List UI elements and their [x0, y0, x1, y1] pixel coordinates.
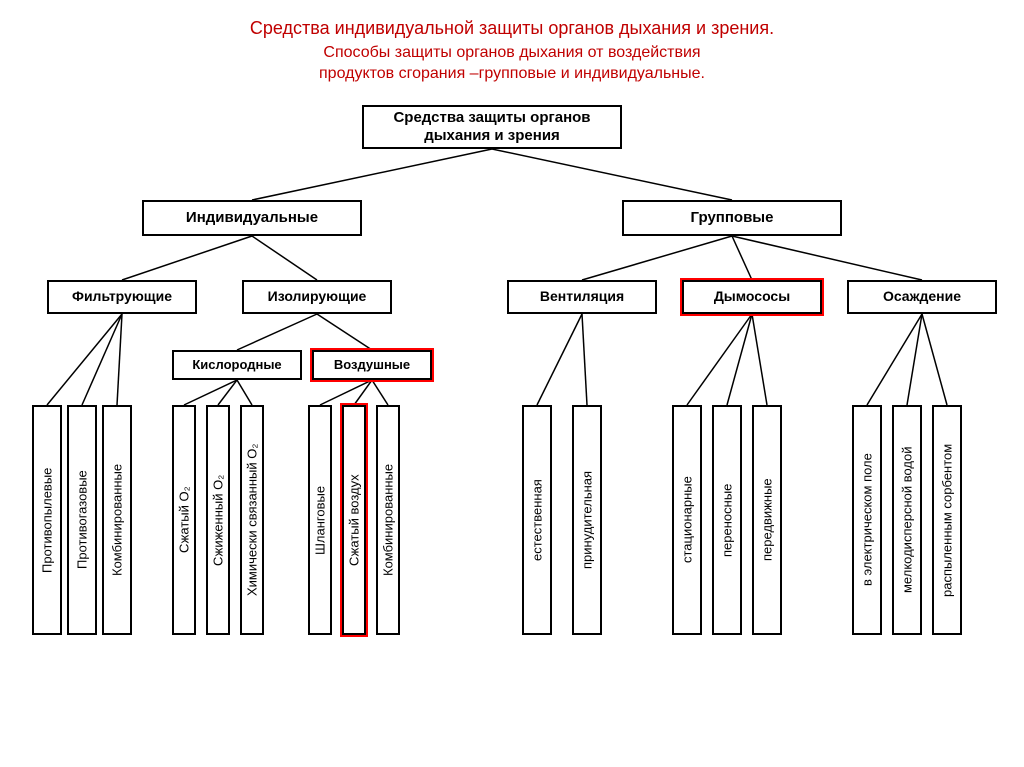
node-l1a: Индивидуальные	[142, 200, 362, 236]
node-l2e: Осаждение	[847, 280, 997, 314]
leaf-air1: Шланговые	[308, 405, 332, 635]
node-l3b: Воздушные	[312, 350, 432, 380]
leaf-os1: в электрическом поле	[852, 405, 882, 635]
node-root: Средства защиты органов дыхания и зрения	[362, 105, 622, 149]
subtitle: Способы защиты органов дыхания от воздей…	[10, 43, 1014, 85]
hierarchy-diagram: Средства защиты органов дыхания и зрения…	[12, 105, 1012, 665]
leaf-oxy2: Сжиженный O₂	[206, 405, 230, 635]
node-l2c: Вентиляция	[507, 280, 657, 314]
leaf-air2: Сжатый воздух	[342, 405, 366, 635]
leaf-air3: Комбинированные	[376, 405, 400, 635]
leaf-filt3: Комбинированные	[102, 405, 132, 635]
leaf-os3: распыленным сорбентом	[932, 405, 962, 635]
leaf-dym1: стационарные	[672, 405, 702, 635]
leaf-oxy1: Сжатый O₂	[172, 405, 196, 635]
subtitle-line1: Способы защиты органов дыхания от воздей…	[323, 44, 700, 61]
leaf-vent2: принудительная	[572, 405, 602, 635]
main-title: Средства индивидуальной защиты органов д…	[10, 18, 1014, 39]
leaf-dym3: передвижные	[752, 405, 782, 635]
leaf-filt1: Противопылевые	[32, 405, 62, 635]
leaf-filt2: Противогазовые	[67, 405, 97, 635]
leaf-os2: мелкодисперсной водой	[892, 405, 922, 635]
node-l2b: Изолирующие	[242, 280, 392, 314]
leaf-dym2: переносные	[712, 405, 742, 635]
node-l2a: Фильтрующие	[47, 280, 197, 314]
leaf-vent1: естественная	[522, 405, 552, 635]
node-l3a: Кислородные	[172, 350, 302, 380]
node-l1b: Групповые	[622, 200, 842, 236]
leaf-oxy3: Химически связанный O₂	[240, 405, 264, 635]
node-l2d: Дымососы	[682, 280, 822, 314]
subtitle-line2: продуктов сгорания –групповые и индивиду…	[319, 65, 705, 82]
